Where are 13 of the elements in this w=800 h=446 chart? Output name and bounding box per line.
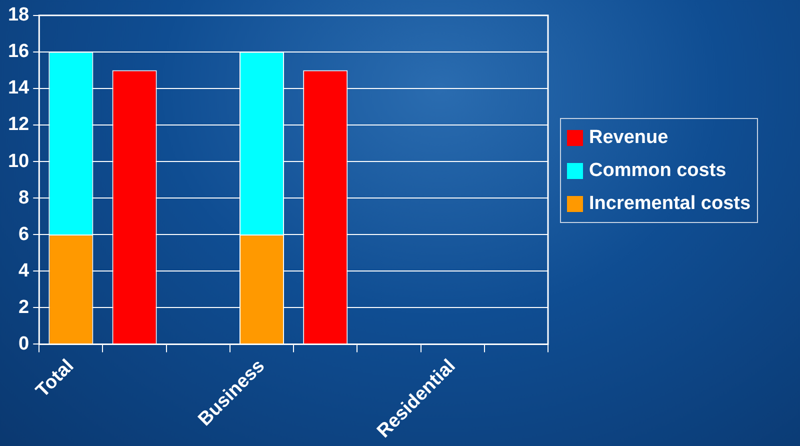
y-tick-label: 16 [8,41,30,62]
y-tick-label: 2 [18,296,30,318]
y-tick-label: 0 [18,333,30,354]
y-tick-label: 8 [18,187,30,208]
legend-label: Incremental costs [589,192,751,214]
y-tick-label: 10 [8,150,30,172]
legend-label: Revenue [589,126,668,148]
y-tick-label: 4 [18,260,30,282]
y-tick-label: 6 [18,224,30,245]
y-tick-label: 12 [8,114,30,136]
y-tick-label: 18 [8,4,30,26]
y-tick-label: 14 [8,78,30,99]
legend-label: Common costs [589,160,726,182]
